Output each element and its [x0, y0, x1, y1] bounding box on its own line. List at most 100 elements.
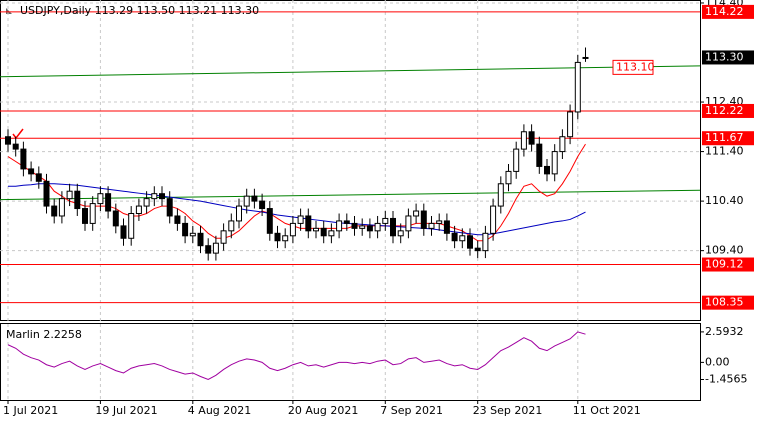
candle-body: [328, 230, 335, 237]
candle-body: [351, 222, 358, 229]
indicator-line: [8, 183, 586, 236]
candle-body: [451, 232, 458, 242]
candle-body: [282, 235, 289, 242]
candle-body: [205, 245, 212, 254]
candle-body: [374, 222, 381, 232]
candle-body: [135, 205, 142, 214]
candle-body: [28, 168, 35, 175]
candle-body: [490, 205, 497, 234]
candle-body: [551, 151, 558, 175]
candle-body: [382, 217, 389, 224]
y-tick-label: 114.40: [705, 0, 744, 9]
candle-body: [420, 210, 427, 229]
candle-body: [436, 220, 443, 224]
candle-body: [559, 136, 566, 153]
x-tick-label: 20 Aug 2021: [288, 404, 358, 417]
candle-body: [513, 148, 520, 172]
candle-body: [82, 208, 88, 224]
candle-body: [497, 183, 504, 207]
candle-body: [228, 220, 235, 232]
candle-body: [243, 195, 250, 207]
indicator-line: [7, 331, 586, 380]
candle-body: [520, 131, 527, 150]
trendline: [0, 65, 701, 78]
level-label-box: [702, 103, 754, 118]
candle-body: [12, 143, 19, 150]
candle-body: [128, 212, 135, 239]
candle-body: [35, 173, 42, 182]
candle-body: [574, 61, 581, 113]
candle-body: [536, 143, 543, 167]
x-tick-label: 4 Aug 2021: [188, 404, 251, 417]
candle-body: [305, 215, 312, 232]
candle-body: [313, 227, 319, 232]
candle-body: [89, 203, 96, 224]
main-panel: [0, 0, 701, 321]
object-label-box: [612, 59, 654, 75]
object-label: 113.10: [616, 60, 655, 73]
chart-title: USDJPY,Daily 113.29 113.50 113.21 113.30: [20, 4, 259, 17]
candle-body: [105, 193, 112, 212]
last-price-box: [702, 50, 754, 65]
candle-body: [212, 242, 219, 254]
candle-body: [266, 208, 273, 234]
candle-body: [197, 232, 204, 247]
y-tick-label: 0.00: [705, 355, 730, 368]
level-label: 108.35: [705, 296, 744, 309]
level-label: 109.12: [705, 258, 744, 271]
candle-body: [5, 136, 11, 145]
candle-body: [343, 220, 350, 224]
candle-body: [336, 220, 343, 232]
candle-body: [182, 222, 189, 237]
candle-body: [474, 247, 481, 252]
candle-body: [97, 193, 104, 205]
y-tick-label: -1.4565: [705, 373, 747, 386]
candle-body: [66, 190, 73, 200]
candle-body: [251, 195, 258, 202]
candle-body: [459, 235, 466, 242]
trendline: [0, 189, 701, 201]
candle-body: [359, 225, 366, 229]
candle-body: [366, 225, 373, 232]
candle-body: [544, 165, 550, 175]
candle-body: [166, 198, 173, 217]
candle-body: [467, 235, 473, 249]
last-price-label: 113.30: [705, 50, 744, 63]
candle-body: [443, 220, 450, 234]
candle-body: [413, 210, 420, 217]
indicator-title: Marlin 2.2258: [6, 328, 82, 341]
candle-body: [74, 190, 81, 210]
level-label-box: [702, 131, 754, 146]
candle-body: [567, 111, 574, 138]
candle-body: [20, 148, 27, 170]
candle-body: [174, 215, 181, 224]
x-tick-label: 11 Oct 2021: [573, 404, 641, 417]
y-tick-label: 109.40: [705, 244, 744, 257]
candle-body: [220, 230, 227, 244]
level-label-box: [702, 4, 754, 19]
y-tick-label: 2.5932: [705, 325, 744, 338]
candle-body: [289, 222, 296, 237]
candle-body: [274, 232, 281, 242]
candle-body: [43, 180, 50, 207]
y-tick-label: 110.40: [705, 194, 744, 207]
candle-body: [143, 198, 150, 207]
candle-body: [505, 170, 512, 185]
candle-body: [428, 222, 435, 229]
candle-body: [189, 232, 196, 237]
candle-body: [390, 217, 396, 237]
candle-body: [528, 131, 535, 145]
candle-body: [482, 232, 489, 252]
level-label-box: [702, 295, 754, 310]
candle-body: [259, 200, 266, 210]
y-tick-label: 111.40: [705, 145, 744, 158]
candle-body: [320, 227, 327, 237]
candle-body: [58, 198, 65, 217]
candle-body: [582, 56, 589, 59]
candle-body: [120, 225, 127, 239]
candle-body: [236, 205, 242, 222]
candle-body: [297, 215, 304, 224]
candle-body: [112, 210, 119, 227]
